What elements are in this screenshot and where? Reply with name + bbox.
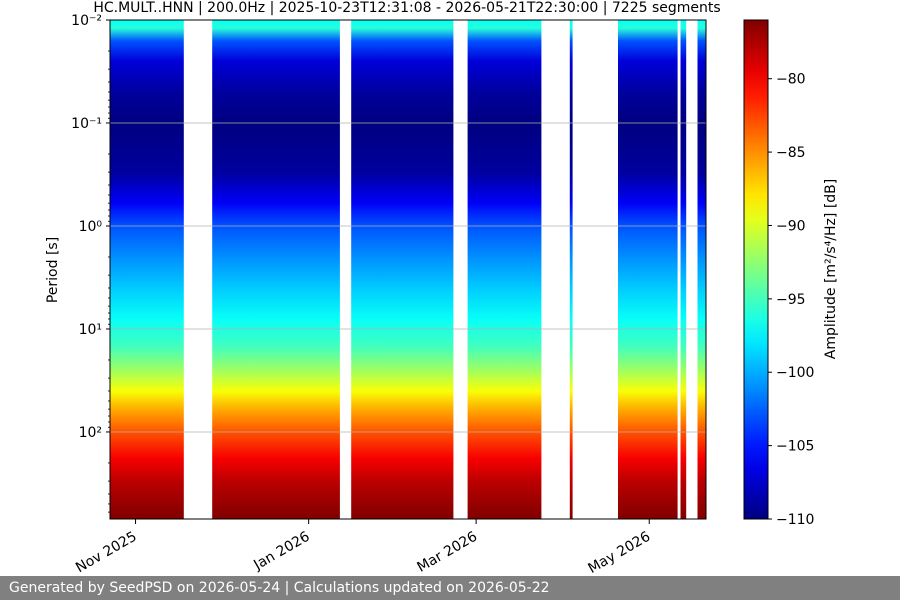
colorbar-tick-label: −105 xyxy=(776,439,814,455)
y-axis: 10⁻² 10⁻¹ 10⁰ 10¹ 10² xyxy=(71,13,110,513)
plot-frame xyxy=(109,19,707,520)
data-period-6 xyxy=(618,20,678,519)
chart-title: HC.MULT..HNN | 200.0Hz | 2025-10-23T12:3… xyxy=(93,0,720,16)
x-tick-label: May 2026 xyxy=(585,529,653,576)
footer-text: Generated by SeedPSD on 2026-05-24 | Cal… xyxy=(9,580,550,596)
colorbar-tick-label: −95 xyxy=(776,292,806,308)
x-axis: Nov 2025 Jan 2026 Mar 2026 May 2026 xyxy=(73,519,653,576)
y-tick-label: 10² xyxy=(79,425,102,441)
colorbar-tick-label: −110 xyxy=(776,512,814,528)
colorbar-tick-label: −80 xyxy=(776,72,806,88)
y-tick-label: 10⁻¹ xyxy=(71,116,102,132)
psd-spectrogram-chart: HC.MULT..HNN | 200.0Hz | 2025-10-23T12:3… xyxy=(45,0,839,576)
data-columns xyxy=(110,20,706,519)
colorbar-tick-label: −90 xyxy=(776,218,806,234)
colorbar-axis: −80 −85 −90 −95 −100 −105 −110 xyxy=(768,72,814,528)
data-period-1 xyxy=(110,20,184,519)
y-tick-label: 10⁰ xyxy=(79,219,103,235)
data-period-2 xyxy=(212,20,340,519)
y-axis-label: Period [s] xyxy=(45,237,61,303)
x-tick-label: Jan 2026 xyxy=(250,529,312,574)
x-tick-label: Nov 2025 xyxy=(73,529,139,576)
colorbar-tick-label: −100 xyxy=(776,365,814,381)
data-period-3 xyxy=(351,20,454,519)
data-period-8 xyxy=(697,20,706,519)
y-tick-label: 10¹ xyxy=(79,322,102,338)
data-period-7 xyxy=(680,20,687,519)
data-period-4 xyxy=(467,20,542,519)
y-tick-label: 10⁻² xyxy=(71,13,102,29)
colorbar-label: Amplitude [m²/s⁴/Hz] [dB] xyxy=(823,179,839,359)
data-period-5 xyxy=(569,20,573,519)
footer-bar: Generated by SeedPSD on 2026-05-24 | Cal… xyxy=(0,576,900,600)
colorbar xyxy=(743,19,769,520)
colorbar-tick-label: −85 xyxy=(776,145,806,161)
x-tick-label: Mar 2026 xyxy=(415,529,481,576)
